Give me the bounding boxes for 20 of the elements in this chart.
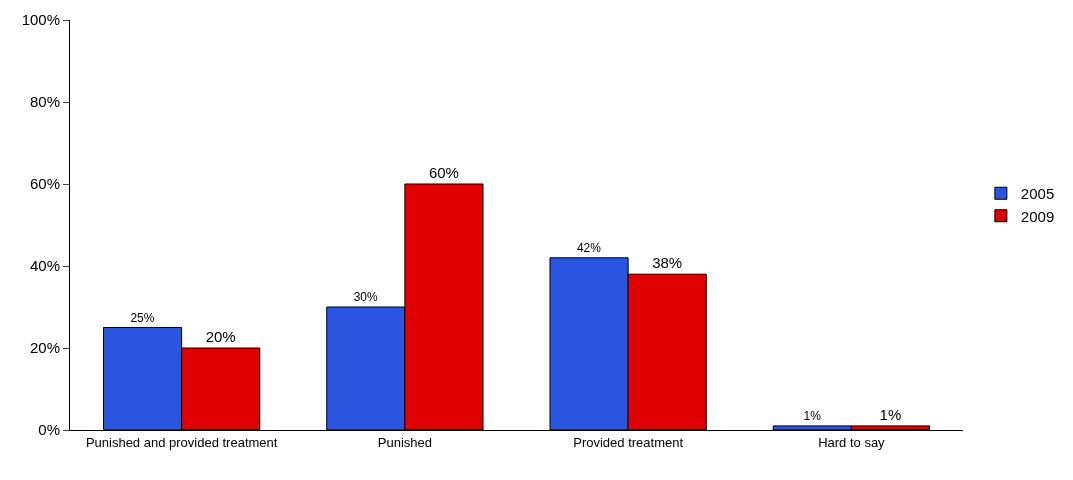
x-tick-label: Provided treatment xyxy=(573,434,684,450)
data-label: 1% xyxy=(803,408,822,423)
y-tick-label: 40% xyxy=(29,257,60,275)
y-tick-label: 0% xyxy=(38,421,60,439)
data-label: 20% xyxy=(205,328,236,345)
y-tick-label: 60% xyxy=(29,175,60,193)
data-label: 25% xyxy=(130,310,155,325)
x-tick-label: Punished xyxy=(377,434,432,450)
data-label: 38% xyxy=(652,254,683,272)
data-label: 1% xyxy=(879,405,902,423)
data-label: 30% xyxy=(353,290,378,304)
y-tick-label: 20% xyxy=(29,339,60,357)
data-label: 42% xyxy=(576,240,602,255)
legend-label: 2005 xyxy=(1020,185,1055,203)
data-label: 60% xyxy=(428,164,459,181)
y-tick-label: 80% xyxy=(29,93,60,111)
legend-label: 2009 xyxy=(1020,207,1055,225)
y-tick-label: 100% xyxy=(21,11,60,29)
x-tick-label: Hard to say xyxy=(818,434,886,450)
x-tick-label: Punished and provided treatment xyxy=(85,434,278,450)
